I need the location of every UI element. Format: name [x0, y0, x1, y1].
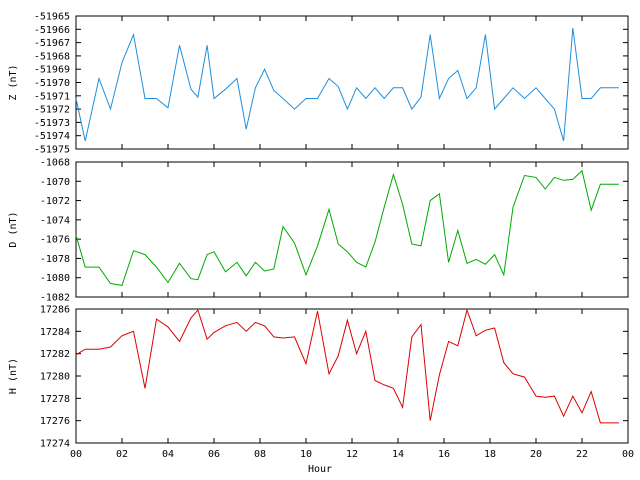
x-tick-label: 00 — [622, 449, 634, 460]
x-tick-label: 08 — [254, 449, 266, 460]
y-tick-label: -51969 — [34, 65, 70, 76]
x-tick-label: 22 — [576, 449, 588, 460]
y-tick-label: -51974 — [34, 131, 70, 142]
panel-d: -1068 -1070 -1072 -1074 -1076 -1078 -1080 -1082… — [8, 158, 629, 304]
y-tick-label: -1080 — [40, 273, 70, 284]
y-axis-label-h: H (nT) — [8, 358, 19, 394]
y-tick-label: -1076 — [40, 235, 70, 246]
y-tick-label: -51975 — [34, 145, 70, 156]
series-line-h — [75, 308, 619, 424]
x-tick-label: 02 — [116, 449, 128, 460]
series-line-d — [75, 169, 619, 286]
x-tick-label: 04 — [162, 449, 174, 460]
y-tick-label: -51967 — [34, 38, 70, 49]
y-tick-label: -1074 — [40, 215, 70, 226]
y-tick-label: -1082 — [40, 293, 70, 304]
y-tick-label: -51970 — [34, 78, 70, 89]
y-tick-label: -1070 — [40, 177, 70, 188]
y-tick-label: 17274 — [40, 439, 70, 450]
x-tick-label: 00 — [70, 449, 82, 460]
x-axis-label: Hour — [308, 464, 332, 475]
y-tick-label: -51971 — [34, 91, 70, 102]
y-tick-label: 17278 — [40, 394, 70, 405]
y-tick-label: -51968 — [34, 51, 70, 62]
panel-h: 17274 17276 17278 17280 17282 17284 17286 H (nT… — [8, 305, 629, 450]
y-tick-label: 17284 — [40, 327, 70, 338]
y-tick-label: -51973 — [34, 118, 70, 129]
y-axis-label-d: D (nT) — [8, 211, 19, 247]
y-axis-label-z: Z (nT) — [8, 64, 19, 100]
y-tick-label: -51965 — [34, 12, 70, 23]
plot-frame-d — [75, 161, 629, 298]
plot-frame-z — [75, 15, 629, 150]
x-tick-label: 18 — [484, 449, 496, 460]
y-tick-label: -1072 — [40, 196, 70, 207]
y-tick-label: 17282 — [40, 349, 70, 360]
y-tick-label: 17280 — [40, 372, 70, 383]
y-tick-label: -1068 — [40, 158, 70, 169]
y-tick-label: -1078 — [40, 254, 70, 265]
series-line-z — [75, 27, 619, 142]
panel-z: -51965 -51966 -51967 -51968 -51969 -51970 -519… — [8, 12, 629, 156]
y-tick-label: -51972 — [34, 105, 70, 116]
x-tick-label: 12 — [346, 449, 358, 460]
x-axis: 00 02 04 06 08 10 12 14 16 18 20 22 00 — [70, 449, 634, 460]
x-tick-label: 14 — [392, 449, 404, 460]
x-tick-label: 16 — [438, 449, 450, 460]
x-tick-label: 06 — [208, 449, 220, 460]
plot-frame-h — [75, 308, 629, 444]
x-tick-label: 10 — [300, 449, 312, 460]
y-tick-label: 17286 — [40, 305, 70, 316]
y-tick-label: 17276 — [40, 416, 70, 427]
x-tick-label: 20 — [530, 449, 542, 460]
y-tick-label: -51966 — [34, 25, 70, 36]
